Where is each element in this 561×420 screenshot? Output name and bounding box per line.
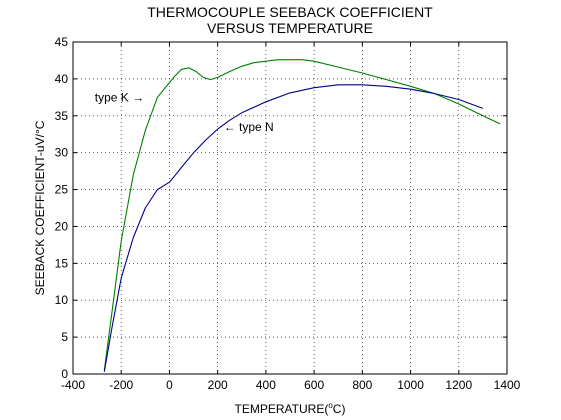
axis-ticks: -400 -200 0 200 400 600 800 1000 1200 1400 0 5 10 15 2… (55, 35, 521, 392)
x-tick-label: 600 (304, 378, 324, 392)
series-line-type-n (103, 84, 484, 372)
x-tick-label: 200 (208, 378, 228, 392)
annotations: type K → ← type N (95, 90, 274, 134)
x-tick-label: -400 (61, 378, 85, 392)
chart-title-line-2: VERSUS TEMPERATURE (207, 20, 373, 36)
x-tick-label: 1000 (397, 378, 424, 392)
y-tick-label: 5 (61, 330, 68, 344)
annotation-type-n: ← type N (224, 120, 274, 134)
y-axis-label: SEEBACK COEFFICIENT-uV/°C (33, 120, 47, 295)
x-tick-label: 1200 (445, 378, 472, 392)
x-axis-label: TEMPERATURE(oC) (235, 401, 346, 416)
y-tick-label: 35 (55, 109, 69, 123)
y-tick-label: 10 (55, 293, 69, 307)
y-tick-label: 45 (55, 35, 69, 49)
y-tick-label: 0 (61, 367, 68, 381)
x-tick-label: 800 (352, 378, 372, 392)
y-tick-label: 25 (55, 183, 69, 197)
y-tick-label: 20 (55, 219, 69, 233)
x-tick-label: 400 (256, 378, 276, 392)
x-tick-label: -200 (109, 378, 133, 392)
plot-area-frame (72, 41, 508, 375)
series-line-type-k (103, 59, 501, 371)
grid (73, 42, 507, 374)
x-tick-label: 0 (166, 378, 173, 392)
annotation-type-k: type K → (95, 90, 144, 104)
y-tick-label: 40 (55, 72, 69, 86)
y-tick-label: 15 (55, 256, 69, 270)
series-group (103, 59, 501, 372)
x-tick-label: 1400 (494, 378, 521, 392)
y-tick-label: 30 (55, 146, 69, 160)
chart-title-line-1: THERMOCOUPLE SEEBACK COEFFICIENT (147, 4, 433, 20)
